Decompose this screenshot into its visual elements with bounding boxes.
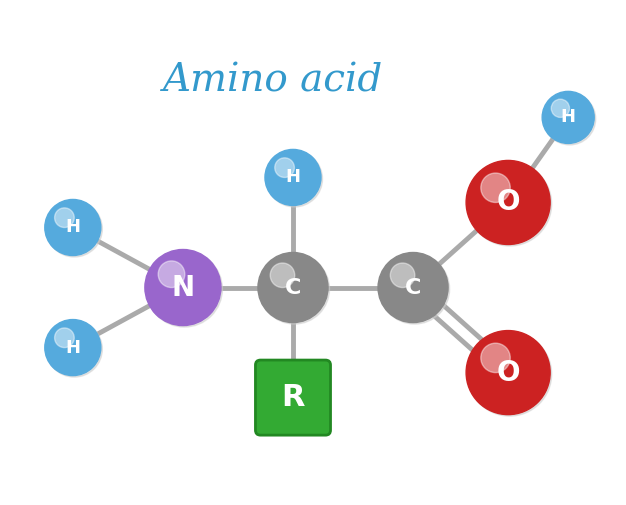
- Circle shape: [468, 332, 552, 416]
- Circle shape: [552, 99, 570, 117]
- FancyBboxPatch shape: [255, 360, 331, 435]
- Circle shape: [146, 251, 222, 327]
- Circle shape: [54, 328, 74, 347]
- Circle shape: [481, 343, 510, 373]
- Circle shape: [46, 201, 102, 257]
- Circle shape: [543, 93, 596, 145]
- Circle shape: [259, 254, 329, 324]
- Circle shape: [54, 208, 74, 227]
- Circle shape: [379, 254, 449, 324]
- Circle shape: [46, 321, 102, 377]
- Circle shape: [466, 161, 550, 244]
- Text: N: N: [172, 274, 195, 301]
- Circle shape: [275, 158, 294, 177]
- Text: Amino acid: Amino acid: [163, 62, 383, 99]
- Circle shape: [390, 263, 415, 287]
- Circle shape: [542, 91, 594, 143]
- Circle shape: [468, 162, 552, 246]
- Text: O: O: [496, 359, 520, 387]
- Text: C: C: [405, 278, 421, 297]
- Text: H: H: [285, 169, 300, 186]
- Text: H: H: [65, 219, 80, 236]
- Text: H: H: [65, 338, 80, 357]
- Circle shape: [466, 331, 550, 415]
- Text: R: R: [281, 383, 305, 412]
- Text: H: H: [561, 109, 576, 126]
- Circle shape: [45, 320, 101, 376]
- Text: C: C: [285, 278, 301, 297]
- Circle shape: [481, 173, 510, 203]
- Circle shape: [145, 249, 221, 326]
- Circle shape: [270, 263, 295, 287]
- Circle shape: [158, 261, 185, 287]
- Circle shape: [258, 252, 328, 323]
- Circle shape: [265, 149, 321, 206]
- Circle shape: [267, 151, 322, 207]
- Text: O: O: [496, 188, 520, 217]
- Circle shape: [45, 199, 101, 256]
- Circle shape: [378, 252, 448, 323]
